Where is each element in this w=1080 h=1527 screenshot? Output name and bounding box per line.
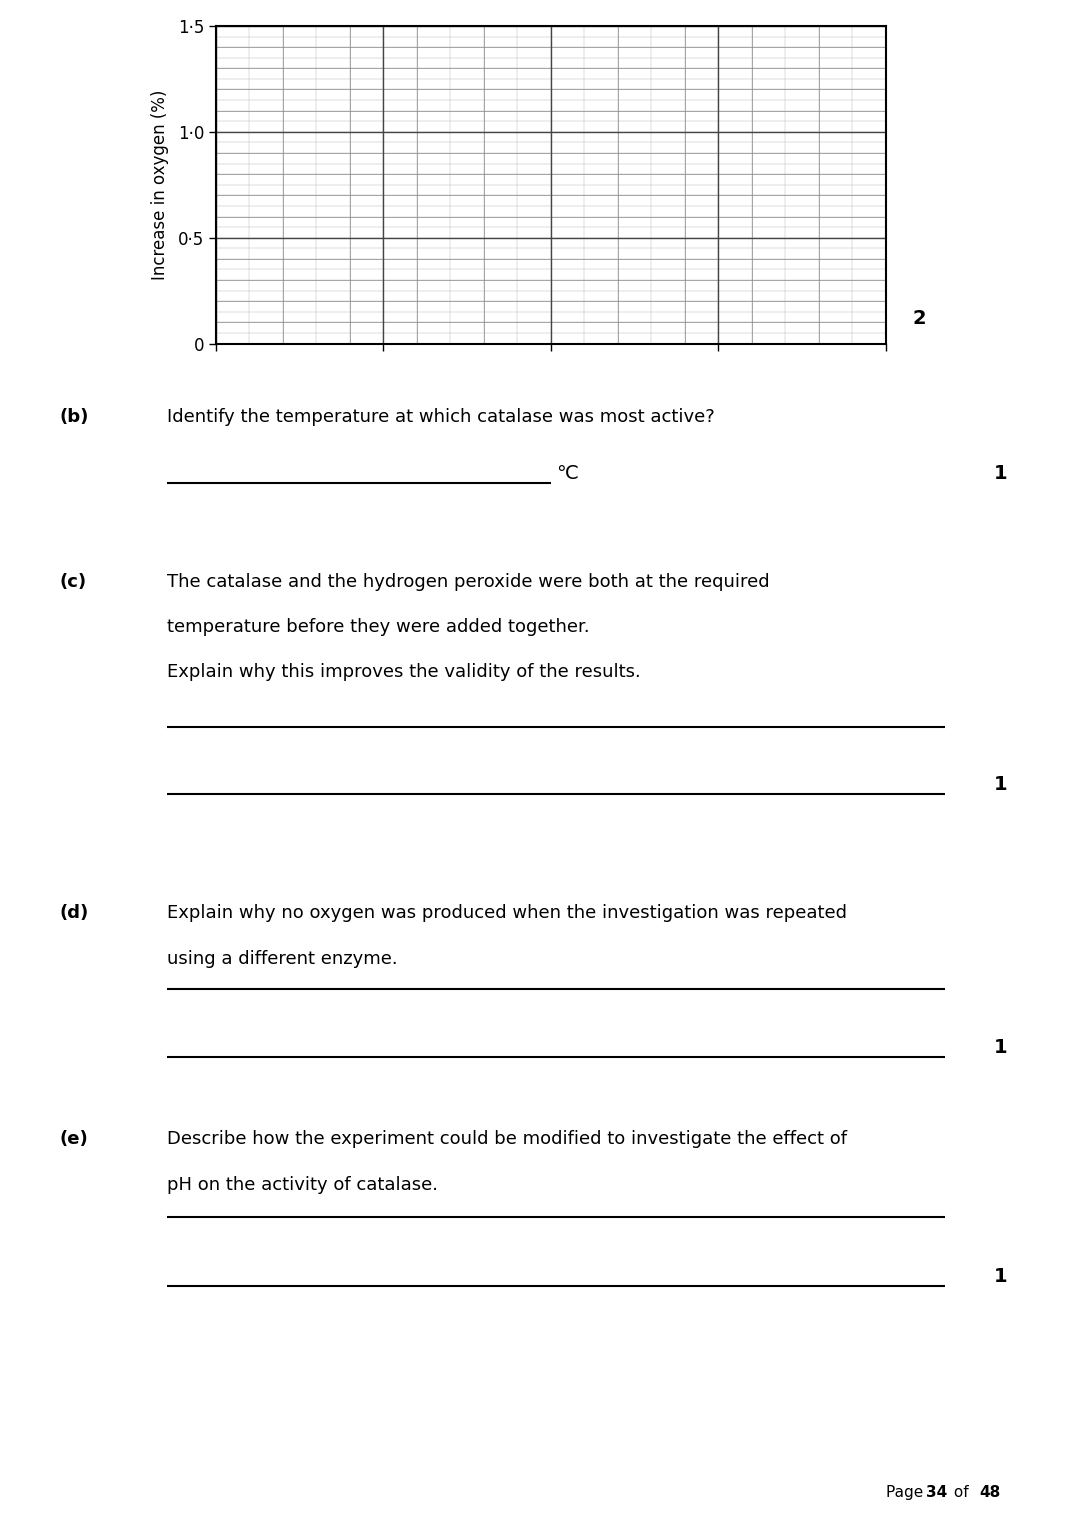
Text: (e): (e) — [59, 1130, 89, 1148]
Text: ℃: ℃ — [556, 464, 578, 483]
Text: temperature before they were added together.: temperature before they were added toget… — [167, 618, 590, 637]
Text: 2: 2 — [913, 310, 927, 328]
Text: of: of — [949, 1484, 974, 1500]
Text: Explain why this improves the validity of the results.: Explain why this improves the validity o… — [167, 663, 642, 681]
Text: pH on the activity of catalase.: pH on the activity of catalase. — [167, 1176, 438, 1194]
Text: 1: 1 — [994, 1038, 1008, 1057]
Text: The catalase and the hydrogen peroxide were both at the required: The catalase and the hydrogen peroxide w… — [167, 573, 770, 591]
Text: Describe how the experiment could be modified to investigate the effect of: Describe how the experiment could be mod… — [167, 1130, 848, 1148]
Text: 1: 1 — [994, 464, 1008, 483]
Text: (d): (d) — [59, 904, 89, 922]
Text: Identify the temperature at which catalase was most active?: Identify the temperature at which catala… — [167, 408, 715, 426]
Text: Page: Page — [886, 1484, 928, 1500]
Text: 48: 48 — [980, 1484, 1001, 1500]
Text: (c): (c) — [59, 573, 86, 591]
Text: 1: 1 — [994, 1267, 1008, 1286]
Text: (b): (b) — [59, 408, 89, 426]
Text: 34: 34 — [926, 1484, 947, 1500]
Text: Explain why no oxygen was produced when the investigation was repeated: Explain why no oxygen was produced when … — [167, 904, 848, 922]
Text: 1: 1 — [994, 776, 1008, 794]
Y-axis label: Increase in oxygen (%): Increase in oxygen (%) — [151, 90, 170, 279]
Text: using a different enzyme.: using a different enzyme. — [167, 950, 399, 968]
